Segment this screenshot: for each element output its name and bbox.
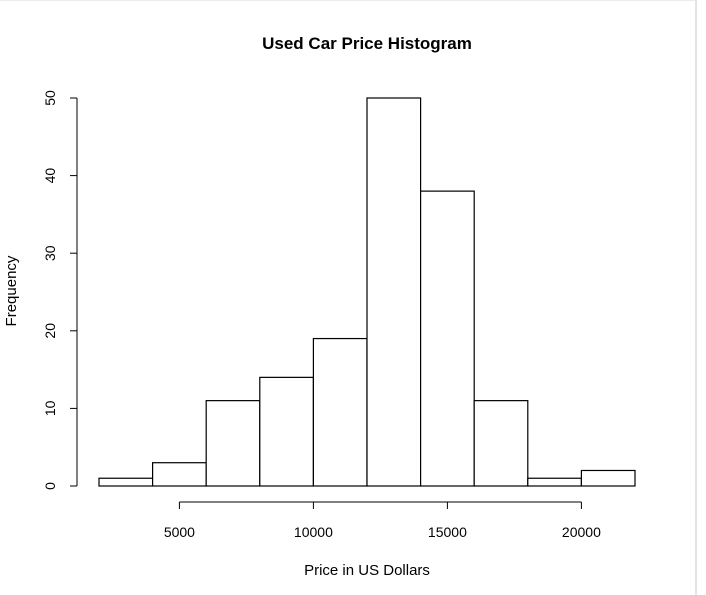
histogram-bar-6: [366, 97, 422, 487]
y-tick-label-0: 0: [42, 482, 58, 490]
histogram-bar-2: [152, 462, 207, 487]
histogram-bar-4: [259, 376, 314, 487]
histogram-bar-10: [580, 469, 636, 487]
histogram-bar-8: [473, 400, 529, 487]
x-axis-label: Price in US Dollars: [304, 562, 430, 579]
x-axis: 5000 10000 15000 20000: [164, 501, 601, 540]
x-tick-label-20000: 20000: [562, 524, 601, 540]
histogram-bar-3: [205, 400, 261, 487]
y-tick-label-20: 20: [42, 323, 58, 339]
x-tick-label-10000: 10000: [294, 524, 333, 540]
y-tick-label-30: 30: [42, 245, 58, 261]
right-border: [695, 0, 697, 595]
top-border: [0, 0, 697, 1]
bars-layer: [98, 97, 636, 487]
y-tick-label-40: 40: [42, 168, 58, 184]
chart-title: Used Car Price Histogram: [262, 34, 472, 53]
histogram-bar-1: [98, 477, 154, 487]
y-tick-label-10: 10: [42, 400, 58, 416]
x-tick-label-15000: 15000: [428, 524, 467, 540]
y-axis: 0 10 20 30 40 50: [42, 90, 78, 490]
histogram-bar-7: [420, 190, 475, 487]
histogram-bar-5: [312, 337, 368, 487]
x-tick-label-5000: 5000: [164, 524, 195, 540]
y-axis-label: Frequency: [3, 255, 20, 326]
y-tick-label-50: 50: [42, 90, 58, 106]
histogram-bar-9: [527, 477, 582, 487]
